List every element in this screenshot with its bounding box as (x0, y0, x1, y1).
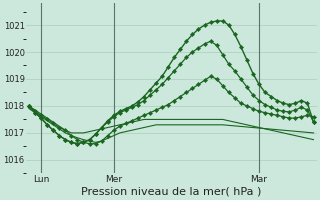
X-axis label: Pression niveau de la mer( hPa ): Pression niveau de la mer( hPa ) (81, 187, 261, 197)
